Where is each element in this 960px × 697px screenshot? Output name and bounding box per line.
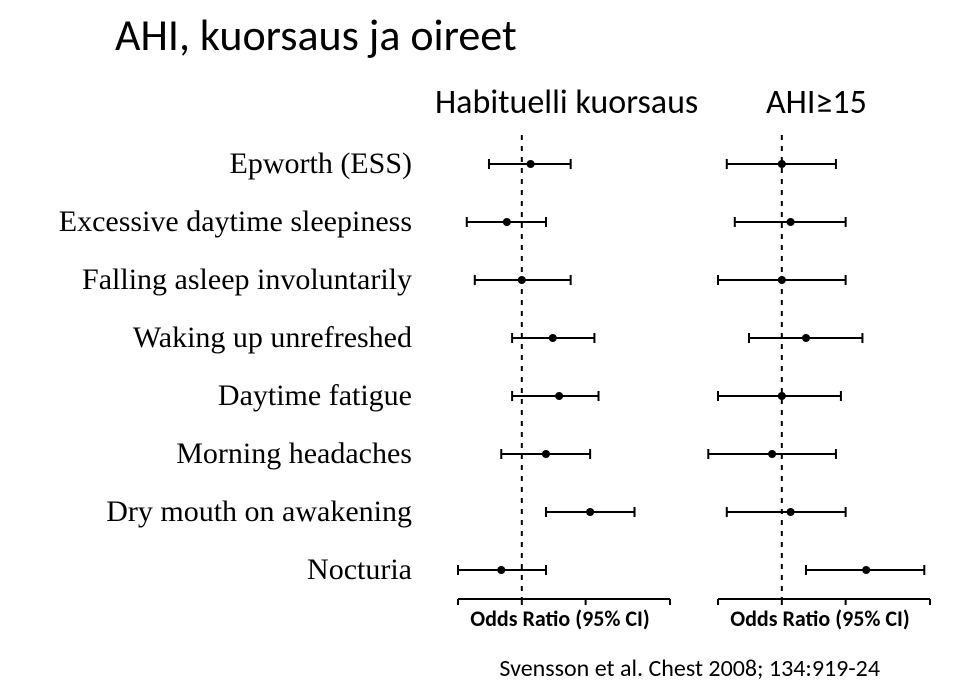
citation: Svensson et al. Chest 2008; 134:919-24: [499, 654, 880, 683]
row-labels: Epworth (ESS) Excessive daytime sleepine…: [0, 135, 420, 599]
row-label: Nocturia: [0, 541, 420, 599]
forest-plot-left: 0.51.02.05.0: [440, 135, 680, 605]
row-label: Waking up unrefreshed: [0, 309, 420, 367]
slide: AHI, kuorsaus ja oireet Habituelli kuors…: [0, 0, 960, 697]
row-label: Morning headaches: [0, 425, 420, 483]
axis-label-right: Odds Ratio (95% CI): [700, 605, 940, 632]
row-label: Daytime fatigue: [0, 367, 420, 425]
axis-label-left: Odds Ratio (95% CI): [440, 605, 680, 632]
row-label: Dry mouth on awakening: [0, 483, 420, 541]
row-label: Excessive daytime sleepiness: [0, 193, 420, 251]
column-header-right: AHI≥15: [766, 82, 867, 123]
page-title: AHI, kuorsaus ja oireet: [115, 8, 517, 62]
row-label: Falling asleep involuntarily: [0, 251, 420, 309]
forest-plot-right: 0.51.02.05.0: [700, 135, 940, 605]
column-header-left: Habituelli kuorsaus: [435, 82, 698, 123]
row-label: Epworth (ESS): [0, 135, 420, 193]
